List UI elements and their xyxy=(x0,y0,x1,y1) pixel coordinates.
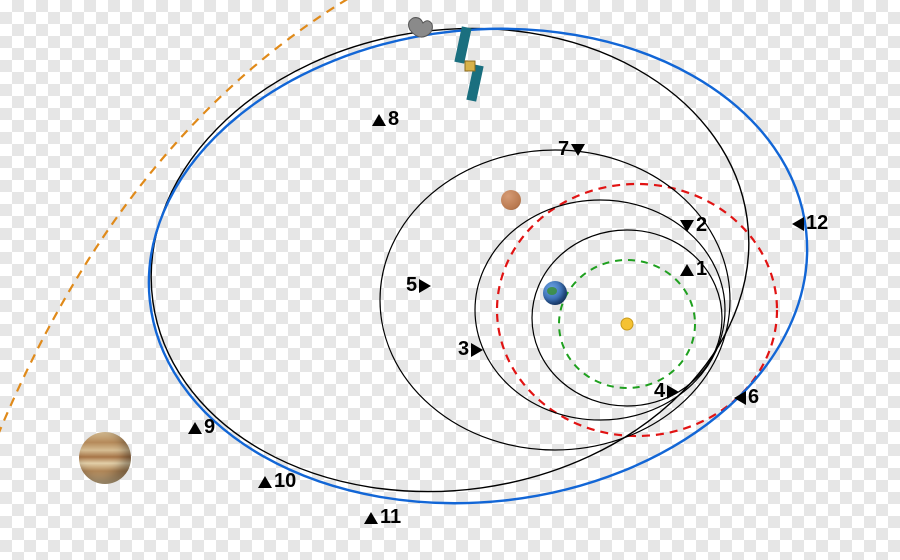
marker-4-pointer xyxy=(667,385,679,399)
marker-11: 11 xyxy=(364,506,401,529)
marker-12-pointer xyxy=(792,217,804,231)
marker-8: 8 xyxy=(372,108,399,131)
marker-1-label: 1 xyxy=(696,258,707,281)
marker-5-pointer xyxy=(419,279,431,293)
marker-6-label: 6 xyxy=(748,386,759,409)
earth-icon xyxy=(543,281,567,305)
marker-6: 6 xyxy=(734,386,759,409)
marker-9: 9 xyxy=(188,416,215,439)
marker-8-label: 8 xyxy=(388,108,399,131)
marker-12: 12 xyxy=(792,212,828,235)
marker-7: 7 xyxy=(558,138,585,161)
marker-9-label: 9 xyxy=(204,416,215,439)
marker-10-pointer xyxy=(258,476,272,488)
marker-4: 4 xyxy=(654,380,679,403)
marker-10-label: 10 xyxy=(274,470,296,493)
sun-icon xyxy=(621,318,633,330)
mars-icon xyxy=(501,190,521,210)
spacecraft-icon xyxy=(438,25,508,105)
marker-2-label: 2 xyxy=(696,214,707,237)
marker-2-pointer xyxy=(680,220,694,232)
marker-5: 5 xyxy=(406,274,431,297)
marker-3-pointer xyxy=(471,343,483,357)
marker-9-pointer xyxy=(188,422,202,434)
diagram-canvas: 123456789101112 xyxy=(0,0,900,560)
marker-12-label: 12 xyxy=(806,212,828,235)
marker-1-pointer xyxy=(680,264,694,276)
marker-1: 1 xyxy=(680,258,707,281)
marker-11-pointer xyxy=(364,512,378,524)
jupiter-icon xyxy=(79,432,131,484)
marker-3: 3 xyxy=(458,338,483,361)
marker-4-label: 4 xyxy=(654,380,665,403)
marker-7-label: 7 xyxy=(558,138,569,161)
comet-icon xyxy=(398,8,438,48)
marker-6-pointer xyxy=(734,391,746,405)
marker-3-label: 3 xyxy=(458,338,469,361)
marker-7-pointer xyxy=(571,144,585,156)
marker-10: 10 xyxy=(258,470,296,493)
marker-2: 2 xyxy=(680,214,707,237)
marker-11-label: 11 xyxy=(380,506,401,529)
marker-5-label: 5 xyxy=(406,274,417,297)
marker-8-pointer xyxy=(372,114,386,126)
